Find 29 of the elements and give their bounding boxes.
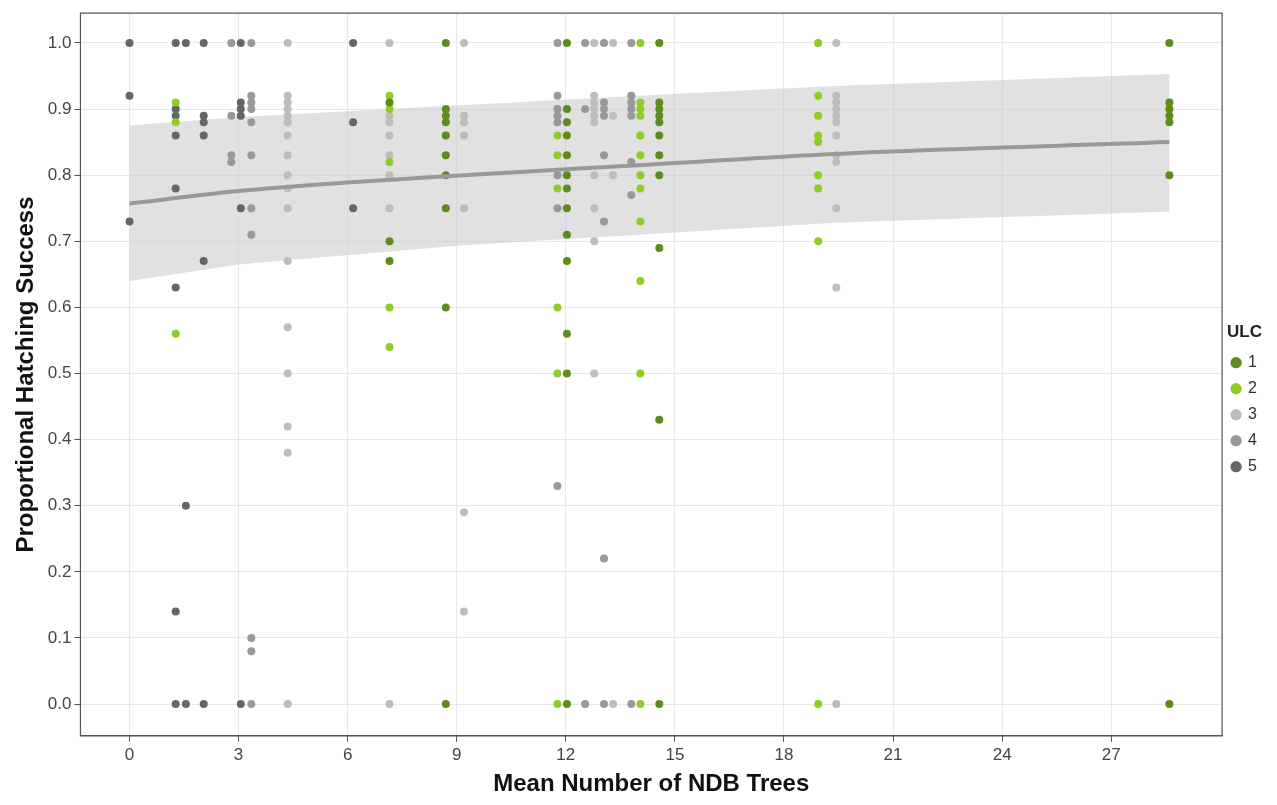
x-tick-label: 9 bbox=[452, 744, 462, 764]
y-tick-label: 0.1 bbox=[47, 627, 72, 647]
legend-label: 3 bbox=[1248, 405, 1258, 423]
legend-label: 1 bbox=[1248, 353, 1258, 371]
legend-label: 5 bbox=[1248, 457, 1258, 475]
y-axis-title: Proportional Hatching Success bbox=[11, 196, 39, 553]
x-tick-label: 21 bbox=[883, 744, 903, 764]
y-tick-label: 0.2 bbox=[47, 561, 72, 581]
x-tick-label: 12 bbox=[556, 744, 576, 764]
y-tick-label: 0.7 bbox=[47, 230, 72, 250]
y-tick-label: 0.9 bbox=[47, 98, 72, 118]
x-tick-label: 6 bbox=[342, 744, 353, 764]
x-tick-label: 3 bbox=[233, 744, 244, 764]
legend-label: 2 bbox=[1248, 379, 1258, 397]
y-tick-label: 0.0 bbox=[47, 693, 72, 713]
y-tick-label: 0.4 bbox=[47, 429, 72, 449]
x-axis-title: Mean Number of NDB Trees bbox=[493, 769, 810, 797]
y-tick-label: 0.6 bbox=[47, 297, 72, 317]
y-tick-label: 0.3 bbox=[47, 495, 72, 515]
legend-title: ULC bbox=[1227, 322, 1263, 342]
x-tick-label: 27 bbox=[1101, 744, 1121, 764]
x-tick-label: 18 bbox=[774, 744, 794, 764]
y-tick-label: 0.5 bbox=[47, 363, 72, 383]
legend-label: 4 bbox=[1248, 431, 1258, 449]
y-tick-label: 1.0 bbox=[47, 32, 72, 52]
x-tick-label: 24 bbox=[992, 744, 1012, 764]
y-tick-label: 0.8 bbox=[47, 164, 72, 184]
x-tick-label: 0 bbox=[124, 744, 135, 764]
x-tick-label: 15 bbox=[665, 744, 685, 764]
